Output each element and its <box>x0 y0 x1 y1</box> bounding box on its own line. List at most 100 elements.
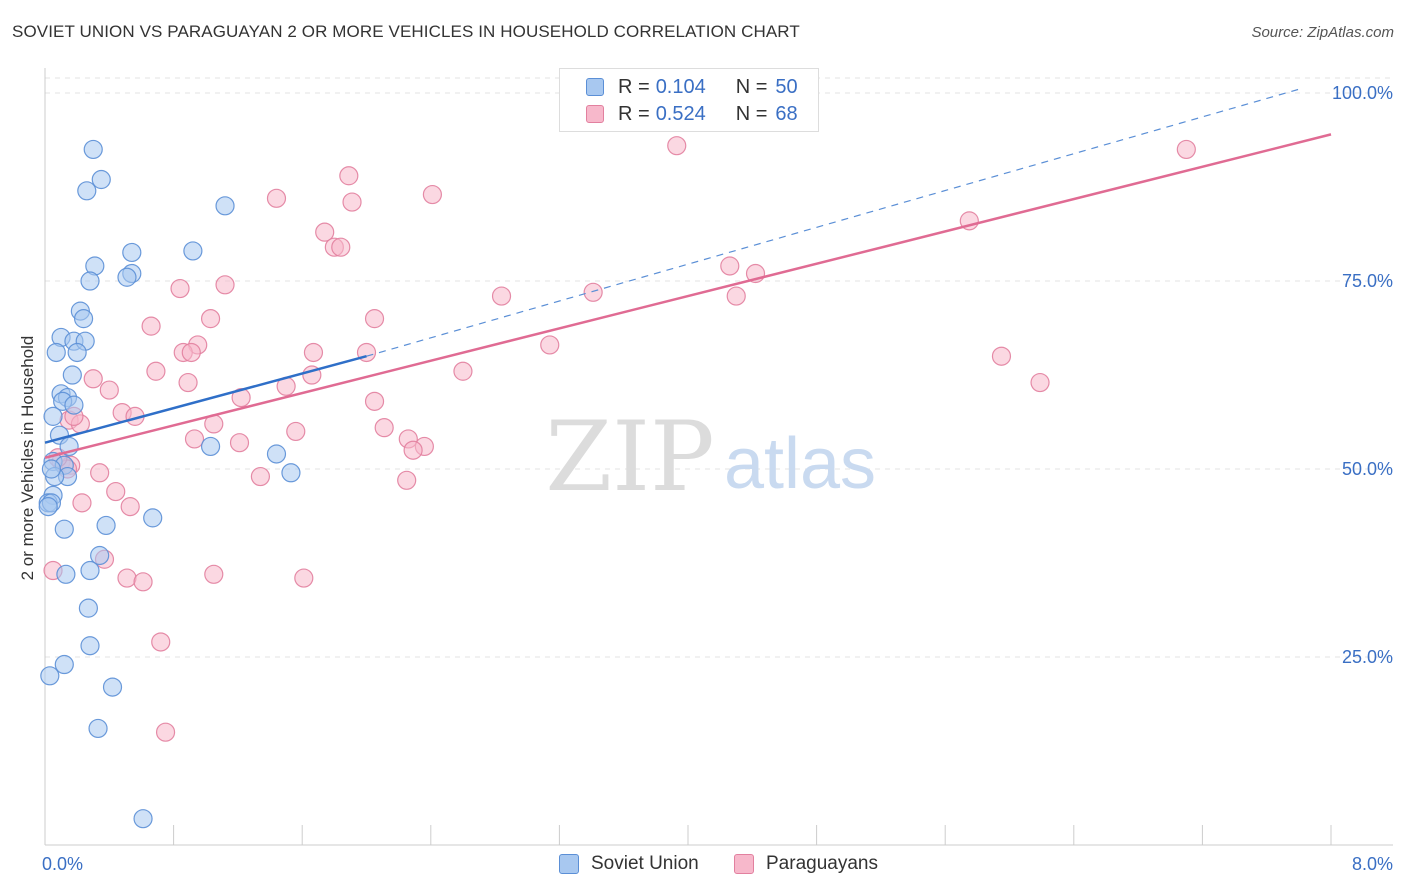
paraguayan-point <box>141 316 161 336</box>
soviet-trend-line <box>44 355 367 444</box>
bottom-legend-paraguayans: Paraguayans <box>734 852 878 876</box>
soviet-point <box>80 636 100 656</box>
soviet-point <box>90 545 110 566</box>
points-layer <box>38 136 1196 829</box>
soviet-point <box>62 365 82 385</box>
paraguayan-point <box>83 369 103 389</box>
r-value: 0.524 <box>655 102 706 125</box>
soviet-point <box>143 508 163 528</box>
paraguayan-point <box>453 361 473 381</box>
paraguayan-point <box>151 632 171 652</box>
paraguayan-point <box>178 372 198 393</box>
y-tick-label: 25.0% <box>1342 647 1393 667</box>
paraguayans-swatch <box>586 105 604 123</box>
legend-row-paraguayans: R = 0.524 N = 68 <box>586 102 798 126</box>
n-value: 68 <box>775 102 798 125</box>
trend-layer <box>44 88 1332 459</box>
soviet-point <box>215 196 235 216</box>
soviet-point <box>56 564 76 584</box>
paraguayan-point <box>397 470 417 490</box>
bottom-legend-soviet: Soviet Union <box>559 852 699 876</box>
soviet-swatch <box>586 78 604 96</box>
paraguayan-point <box>90 463 110 483</box>
paraguayan-point <box>117 568 137 588</box>
n-label: N = <box>735 102 768 125</box>
paraguayan-point <box>720 256 740 276</box>
soviet-point <box>40 666 60 686</box>
paraguayan-point <box>215 275 235 295</box>
soviet-point <box>38 497 58 517</box>
soviet-point <box>43 406 63 426</box>
soviet-point <box>80 560 100 581</box>
paraguayan-point <box>364 309 385 329</box>
paraguayan-point <box>106 481 126 502</box>
paraguayan-point <box>155 722 176 742</box>
soviet-point <box>80 271 100 291</box>
paraguayan-point <box>403 440 423 460</box>
paraguayan-point <box>231 387 251 408</box>
soviet-point <box>266 444 287 464</box>
axis-layer <box>44 68 1393 846</box>
paraguayan-point <box>1030 372 1050 393</box>
paraguayan-point <box>540 335 560 355</box>
paraguayan-point <box>200 309 221 329</box>
soviet-point <box>122 242 142 263</box>
x-tick-label: 8.0% <box>1352 854 1393 874</box>
y-axis-label: 2 or more Vehicles in Household <box>18 335 37 581</box>
paraguayan-point <box>315 222 335 242</box>
soviet-point <box>133 809 153 829</box>
soviet-point <box>64 395 84 415</box>
soviet-point <box>73 309 94 329</box>
soviet-point <box>41 459 62 479</box>
paraguayan-point <box>184 429 205 449</box>
r-label: R = <box>618 102 650 125</box>
source-label: Source: ZipAtlas.com <box>1251 24 1394 41</box>
soviet-point <box>91 169 111 190</box>
soviet-point <box>78 598 99 618</box>
grid-layer <box>45 77 1393 658</box>
paraguayan-point <box>294 568 314 588</box>
x-tick-label: 0.0% <box>42 854 83 874</box>
paraguayan-point <box>726 286 746 306</box>
paraguayan-point <box>120 497 140 517</box>
y-tick-label: 75.0% <box>1342 271 1393 291</box>
soviet-trend-extension <box>366 88 1300 357</box>
soviet-point <box>117 267 137 287</box>
paraguayan-point <box>72 493 92 513</box>
paraguayan-point <box>339 166 359 186</box>
y-tick-label: 50.0% <box>1342 459 1393 479</box>
paraguayans-swatch <box>734 854 754 874</box>
legend-row-soviet: R = 0.104 N = 50 <box>586 75 798 99</box>
paraguayan-point <box>303 342 324 363</box>
soviet-point <box>281 463 301 483</box>
paraguayan-point <box>266 188 287 208</box>
watermark-zip: ZIP <box>545 401 714 513</box>
soviet-point <box>54 654 74 675</box>
soviet-point <box>88 718 108 739</box>
paraguayan-point <box>146 361 166 381</box>
paraguayan-trend-line <box>44 133 1332 459</box>
paraguayan-point <box>364 391 385 411</box>
soviet-point <box>77 181 97 201</box>
soviet-point <box>46 342 66 363</box>
paraguayan-point <box>422 184 443 205</box>
paraguayan-point <box>491 286 512 306</box>
r-value: 0.104 <box>655 75 706 98</box>
n-label: N = <box>735 75 768 98</box>
paraguayan-point <box>250 466 271 487</box>
r-label: R = <box>618 75 650 98</box>
watermark: ZIP atlas <box>545 401 876 513</box>
paraguayan-point <box>204 564 224 584</box>
paraguayan-point <box>133 572 153 592</box>
paraguayan-point <box>374 418 394 438</box>
soviet-point <box>67 342 87 363</box>
paraguayan-point <box>229 433 250 453</box>
soviet-point <box>83 139 103 160</box>
paraguayans-legend-label: Paraguayans <box>766 853 878 874</box>
paraguayan-point <box>991 346 1012 366</box>
watermark-atlas: atlas <box>724 424 876 504</box>
soviet-legend-label: Soviet Union <box>591 853 699 874</box>
soviet-point <box>200 436 221 457</box>
soviet-point <box>96 515 116 536</box>
